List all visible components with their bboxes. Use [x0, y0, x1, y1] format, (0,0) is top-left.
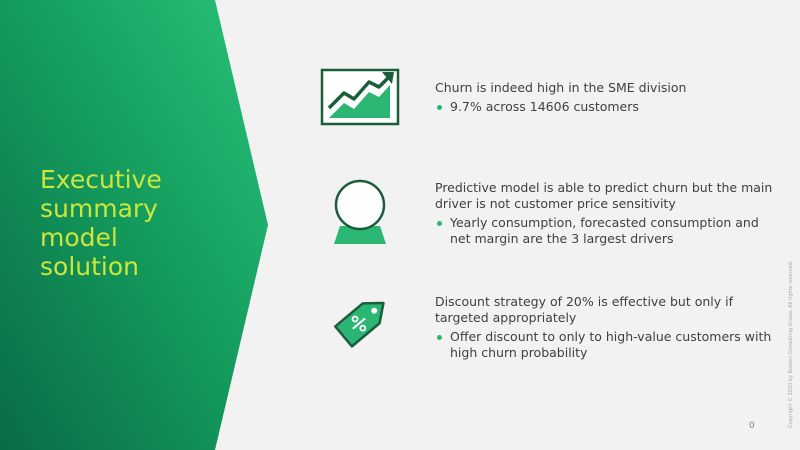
copyright-notice: Copyright © 2020 by Boston Consulting Gr…: [788, 260, 794, 428]
discount-tag-icon: [326, 288, 406, 354]
point-bullet: Offer discount to only to high-value cus…: [435, 329, 775, 361]
point-bullet: Yearly consumption, forecasted consumpti…: [435, 215, 775, 247]
point-text: Predictive model is able to predict chur…: [435, 180, 775, 247]
summary-point-churn: Churn is indeed high in the SME division…: [320, 68, 760, 138]
slide-title-line: solution: [40, 252, 139, 281]
page-number: 0: [749, 421, 755, 431]
point-text: Discount strategy of 20% is effective bu…: [435, 294, 775, 361]
slide-title: Executive summary model solution: [40, 165, 240, 281]
summary-point-model: Predictive model is able to predict chur…: [320, 178, 772, 248]
title-panel-chevron: [0, 0, 268, 450]
point-heading: Discount strategy of 20% is effective bu…: [435, 294, 734, 325]
point-bullet: 9.7% across 14606 customers: [435, 99, 775, 115]
point-text: Churn is indeed high in the SME division…: [435, 80, 775, 115]
point-heading: Churn is indeed high in the SME division: [435, 80, 687, 95]
trend-chart-icon: [320, 68, 400, 134]
slide-title-line: model: [40, 223, 118, 252]
point-heading: Predictive model is able to predict chur…: [435, 180, 773, 211]
crystal-ball-icon: [320, 178, 400, 244]
slide-title-line: Executive: [40, 165, 162, 194]
summary-point-discount: Discount strategy of 20% is effective bu…: [320, 288, 771, 360]
slide-title-line: summary: [40, 194, 158, 223]
title-panel: Executive summary model solution: [0, 0, 270, 450]
